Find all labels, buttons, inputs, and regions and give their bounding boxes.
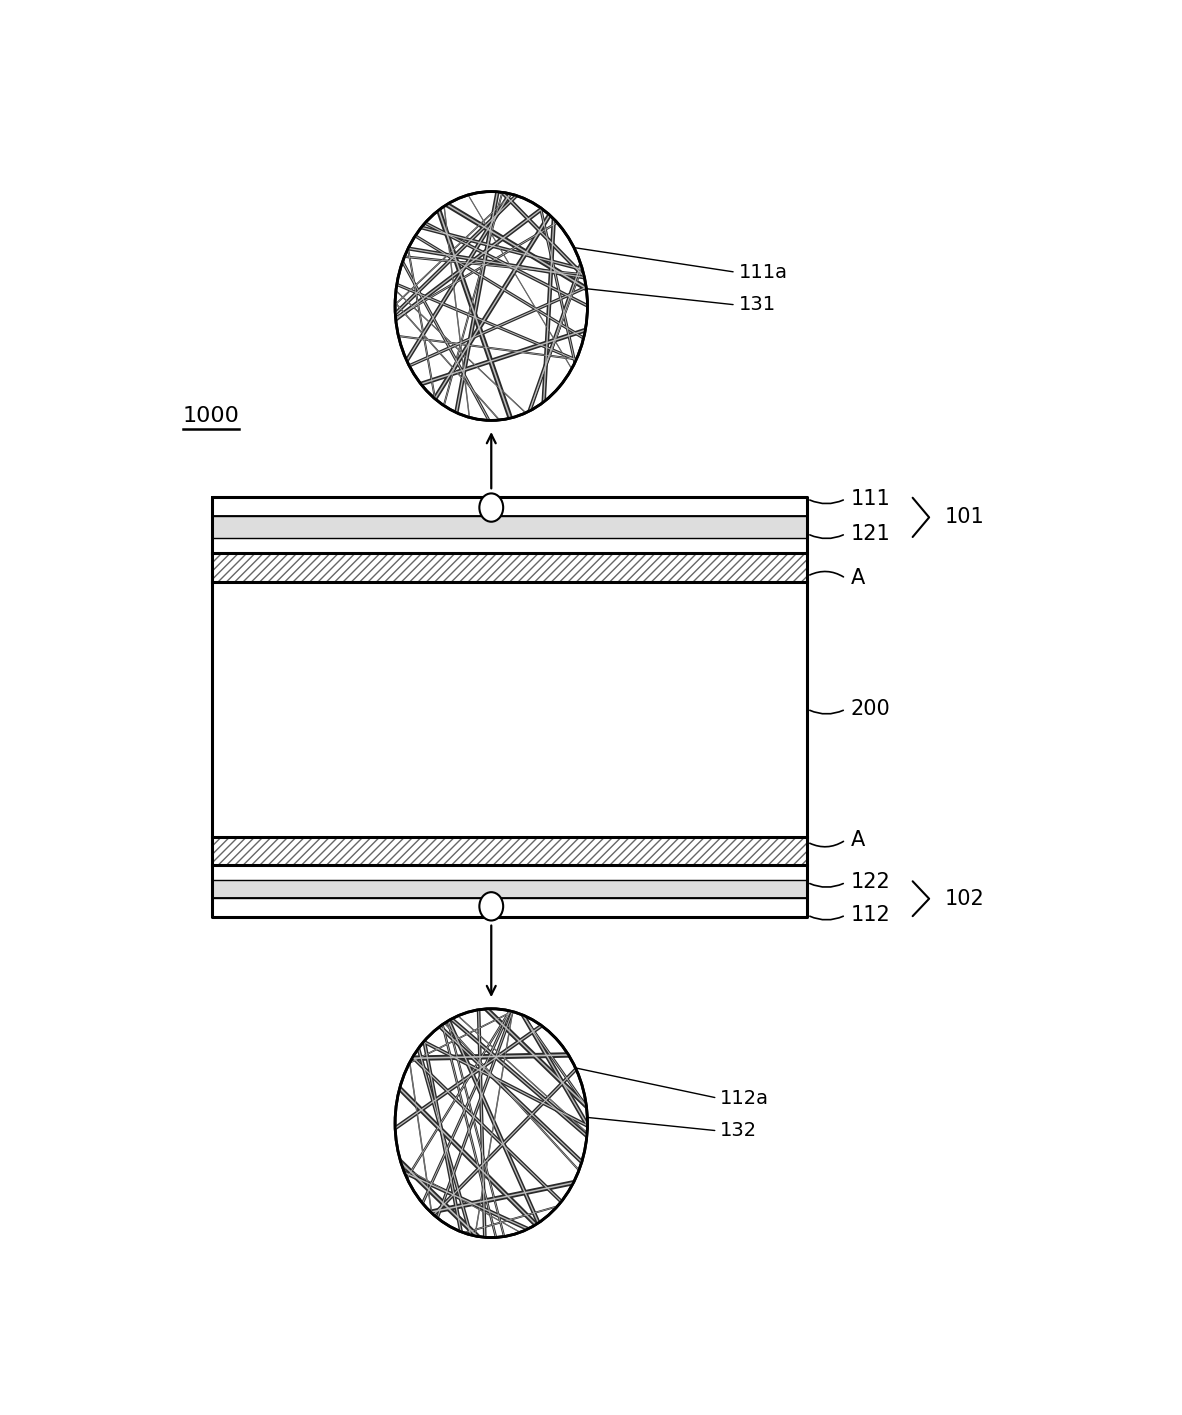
Circle shape: [480, 893, 504, 921]
Text: 102: 102: [944, 889, 985, 908]
Text: 111a: 111a: [739, 263, 787, 282]
Text: 1000: 1000: [182, 406, 240, 426]
Circle shape: [480, 494, 504, 522]
Text: 111: 111: [850, 488, 890, 509]
Text: A: A: [850, 569, 864, 589]
Text: 121: 121: [850, 524, 890, 543]
Text: A: A: [850, 829, 864, 850]
Circle shape: [395, 1009, 587, 1238]
Text: 132: 132: [720, 1121, 758, 1140]
Text: 122: 122: [850, 873, 890, 893]
Text: 101: 101: [944, 508, 985, 528]
Text: 200: 200: [850, 699, 890, 719]
Text: 112a: 112a: [720, 1088, 769, 1108]
Text: 131: 131: [739, 296, 775, 314]
Text: 112: 112: [850, 906, 890, 925]
Circle shape: [395, 191, 587, 420]
